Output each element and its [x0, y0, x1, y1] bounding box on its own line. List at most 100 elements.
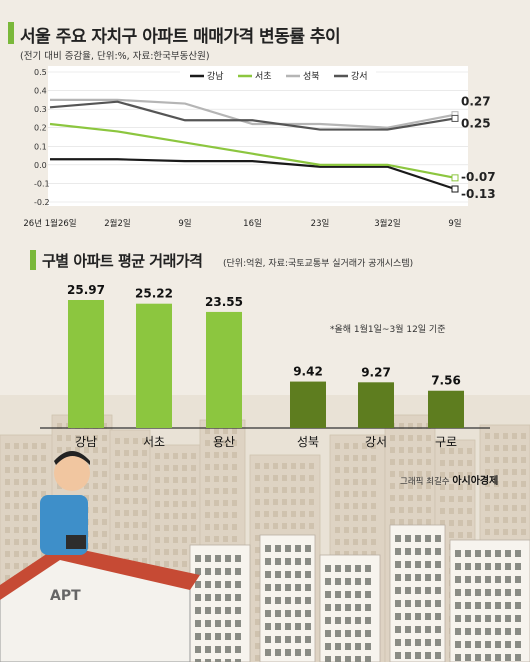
fg-window [365, 643, 371, 650]
fg-window [225, 607, 231, 614]
fg-window [225, 646, 231, 653]
fg-window [425, 574, 431, 581]
bar-value-label: 9.42 [293, 365, 323, 379]
fg-window [345, 656, 351, 662]
bg-window [232, 452, 237, 458]
bg-window [362, 479, 367, 485]
bg-window [173, 549, 178, 555]
bar-2 [206, 311, 242, 428]
bg-window [521, 517, 526, 523]
x-tick-label: 16일 [243, 219, 262, 229]
y-tick-label: -0.2 [34, 198, 50, 207]
bg-window [408, 495, 413, 501]
x-tick-label: 23일 [311, 219, 330, 229]
fg-window [495, 589, 501, 596]
bg-window [155, 525, 160, 531]
bg-window [512, 445, 517, 451]
bg-window [223, 476, 228, 482]
bg-window [23, 491, 28, 497]
bg-window [512, 457, 517, 463]
bg-window [353, 455, 358, 461]
fg-window [505, 654, 511, 661]
fg-window [495, 576, 501, 583]
bg-window [449, 496, 454, 502]
fg-window [235, 646, 241, 653]
bg-window [124, 450, 129, 456]
bar-group: 23.55 용산 [205, 295, 243, 449]
fg-window [265, 571, 271, 578]
bg-window [142, 474, 147, 480]
bg-window [503, 469, 508, 475]
bg-window [102, 531, 107, 537]
fg-window [435, 626, 441, 633]
bg-window [93, 519, 98, 525]
bg-window [353, 515, 358, 521]
fg-window [365, 630, 371, 637]
bg-window [399, 447, 404, 453]
bg-window [371, 455, 376, 461]
credit-brand: 아시아경제 [452, 476, 499, 487]
fg-window [285, 545, 291, 552]
fg-window [505, 615, 511, 622]
end-marker-gangnam [451, 185, 459, 193]
bg-window [84, 495, 89, 501]
bg-window [335, 455, 340, 461]
bg-window [102, 495, 107, 501]
fg-window [325, 591, 331, 598]
bg-window [255, 595, 260, 601]
bg-window [5, 479, 10, 485]
bg-window [255, 487, 260, 493]
bg-window [142, 486, 147, 492]
fg-window [395, 613, 401, 620]
bg-window [309, 511, 314, 517]
fg-window [205, 633, 211, 640]
bg-window [467, 508, 472, 514]
bar-chart-subtitle: (단위:억원, 자료:국토교통부 실거래가 공개시스템) [223, 259, 414, 269]
bg-window [282, 475, 287, 481]
fg-window [305, 584, 311, 591]
fg-window [395, 574, 401, 581]
bg-window [14, 551, 19, 557]
credit-prefix: 그래픽 최길수 [400, 477, 450, 487]
fg-window [465, 641, 471, 648]
bg-window [23, 455, 28, 461]
bg-window [282, 511, 287, 517]
bg-window [264, 463, 269, 469]
bg-window [41, 443, 46, 449]
bg-window [371, 443, 376, 449]
fg-window [285, 558, 291, 565]
bar-group: 25.22 서초 [135, 287, 173, 449]
bar-group: 25.97 강남 [67, 283, 105, 449]
fg-window [285, 636, 291, 643]
bg-window [353, 503, 358, 509]
fg-window [395, 561, 401, 568]
bg-window [182, 513, 187, 519]
fg-window [305, 623, 311, 630]
bg-window [503, 505, 508, 511]
bg-window [255, 559, 260, 565]
bg-window [458, 484, 463, 490]
bg-window [309, 523, 314, 529]
bg-window [426, 507, 431, 513]
bg-window [362, 491, 367, 497]
bg-window [32, 515, 37, 521]
bg-window [512, 505, 517, 511]
fg-window [195, 646, 201, 653]
bg-window [223, 512, 228, 518]
fg-window [265, 623, 271, 630]
fg-window [395, 548, 401, 555]
bg-window [14, 539, 19, 545]
fg-window [215, 633, 221, 640]
fg-window [405, 587, 411, 594]
bg-window [353, 551, 358, 557]
fg-window [285, 649, 291, 656]
bg-window [503, 445, 508, 451]
bg-window [485, 433, 490, 439]
y-tick-label: 0.1 [34, 142, 47, 151]
bg-window [84, 459, 89, 465]
fg-window [215, 594, 221, 601]
bg-window [133, 546, 138, 552]
bg-window [164, 549, 169, 555]
bg-window [344, 491, 349, 497]
x-tick-label: 3월2일 [374, 218, 400, 229]
